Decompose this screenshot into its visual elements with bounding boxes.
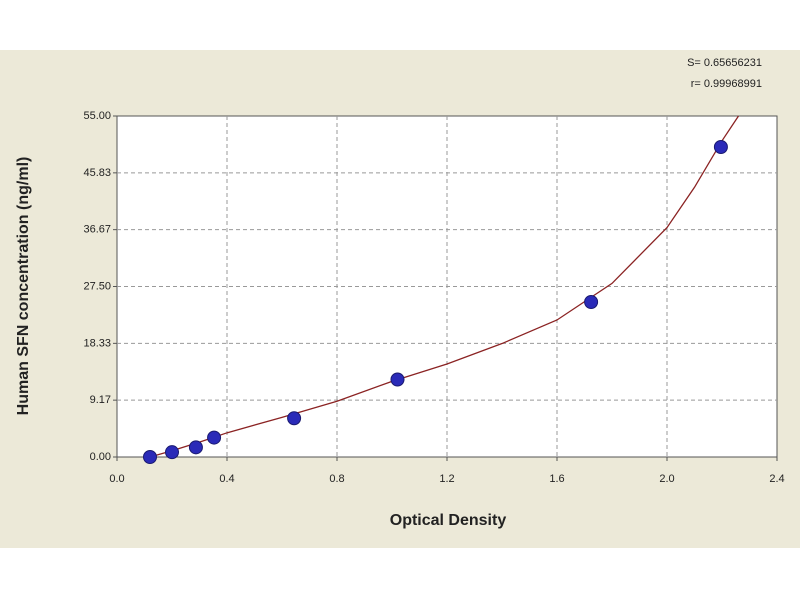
y-tick-label: 18.33 — [83, 337, 111, 349]
x-tick-label: 2.4 — [769, 473, 784, 485]
x-tick-label: 1.2 — [439, 473, 454, 485]
annotation: S= 0.65656231 — [687, 57, 762, 69]
y-tick-label: 0.00 — [90, 451, 111, 463]
y-tick-label: 9.17 — [90, 394, 111, 406]
data-point — [143, 450, 157, 464]
x-tick-label: 2.0 — [659, 473, 674, 485]
data-point — [390, 372, 405, 387]
y-tick-label: 36.67 — [83, 224, 111, 236]
data-point — [713, 140, 728, 154]
data-point — [165, 445, 179, 460]
x-tick-label: 0.4 — [219, 473, 234, 485]
y-tick-label: 55.00 — [83, 110, 111, 122]
y-tick-label: 27.50 — [83, 280, 111, 292]
y-axis-label: Human SFN concentration (ng/ml) — [15, 157, 32, 416]
data-point — [207, 430, 222, 445]
data-point — [287, 411, 302, 426]
y-tick-label: 45.83 — [83, 167, 111, 179]
x-tick-label: 0.0 — [109, 473, 124, 485]
data-point — [188, 440, 203, 455]
x-tick-label: 0.8 — [329, 473, 344, 485]
data-point — [584, 295, 599, 309]
x-tick-label: 1.6 — [549, 473, 564, 485]
x-axis-label: Optical Density — [390, 512, 507, 529]
annotation: r= 0.99968991 — [691, 78, 762, 90]
